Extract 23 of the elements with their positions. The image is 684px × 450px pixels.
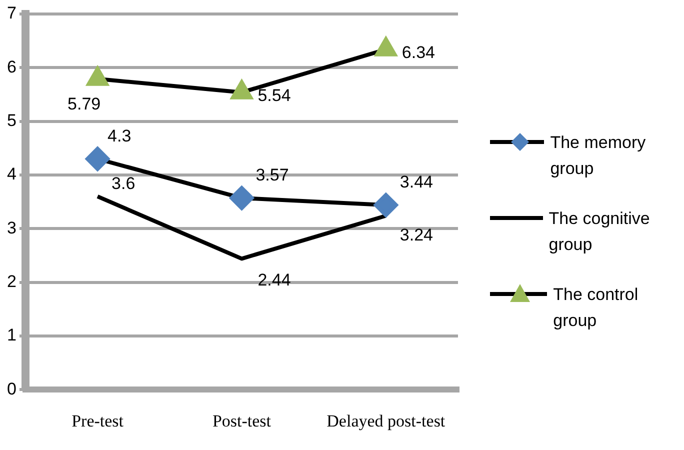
- y-tick-label: 6: [6, 57, 16, 76]
- y-tick-label: 0: [6, 379, 16, 398]
- x-tick-label: Post-test: [212, 411, 272, 430]
- legend-label: The control group: [553, 284, 640, 332]
- y-tick-label: 1: [6, 326, 16, 345]
- x-tick-label: Delayed post-test: [326, 411, 446, 430]
- data-label: 5.54: [258, 86, 291, 106]
- data-label: 3.57: [256, 166, 289, 185]
- y-tick-label: 3: [6, 218, 16, 238]
- x-tick-label: Pre-test: [72, 411, 124, 430]
- data-label: 3.24: [400, 225, 434, 244]
- legend-label: The memory group: [550, 132, 647, 180]
- y-tick-label: 2: [6, 272, 16, 291]
- y-tick-label: 7: [6, 4, 16, 23]
- y-tick-label: 5: [6, 111, 16, 130]
- y-tick-label: 4: [6, 164, 16, 184]
- data-label: 6.34: [402, 43, 436, 62]
- data-label: 3.44: [400, 172, 434, 192]
- legend-label: The cognitive group: [548, 208, 651, 256]
- data-label: 5.79: [68, 94, 101, 114]
- data-label: 4.3: [108, 126, 132, 146]
- data-label: 2.44: [258, 270, 291, 290]
- data-label: 3.6: [112, 174, 136, 194]
